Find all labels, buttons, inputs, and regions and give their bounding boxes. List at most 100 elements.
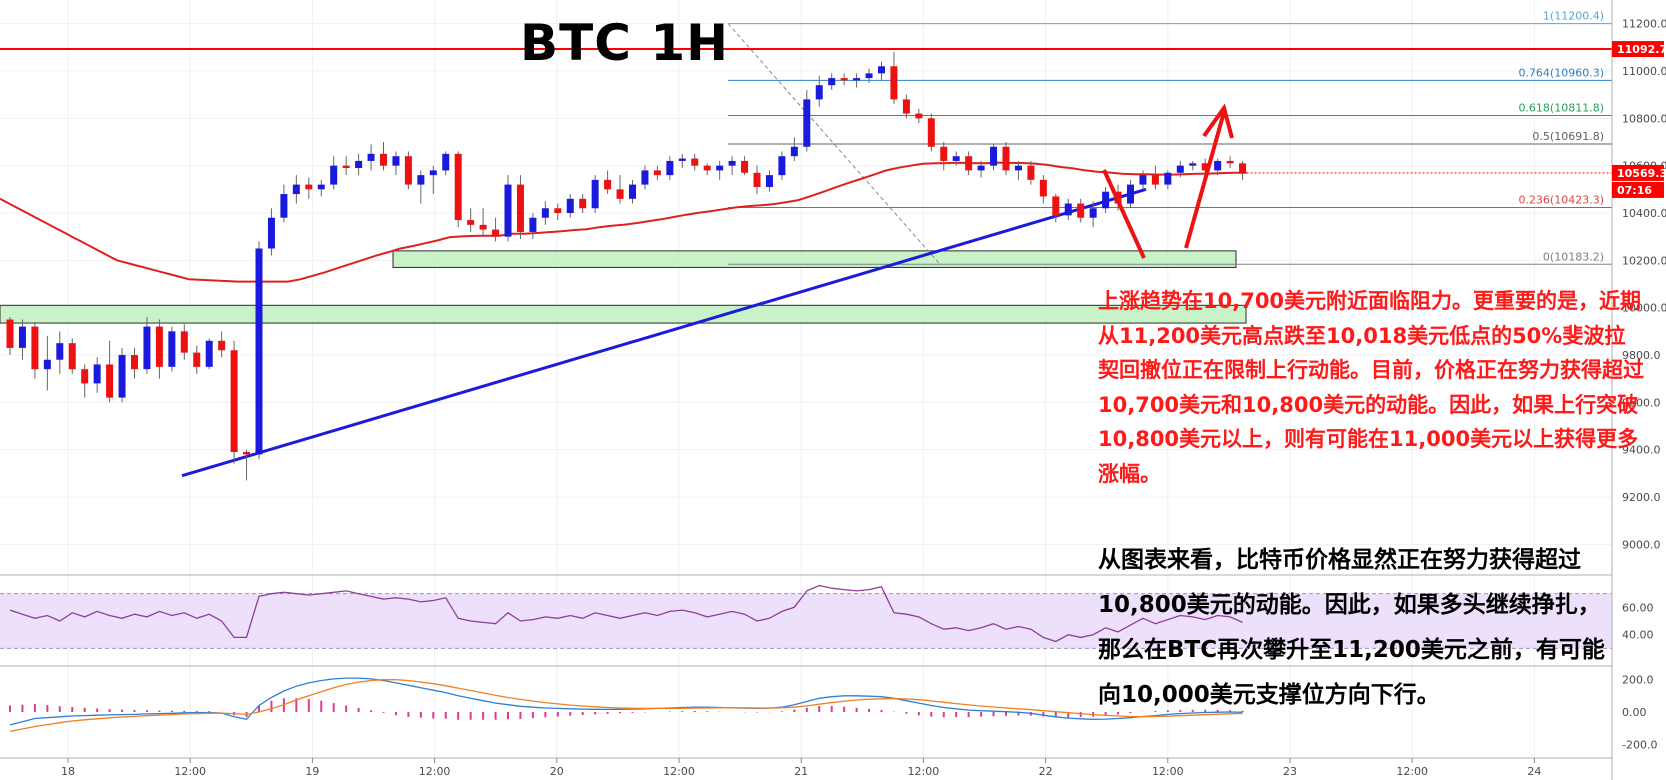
candle-body bbox=[778, 156, 786, 176]
candle-body bbox=[579, 198, 587, 209]
candle-body bbox=[940, 146, 948, 161]
price-tick-label: 11200.0 bbox=[1622, 18, 1666, 31]
candle-body bbox=[1127, 184, 1134, 204]
candle-body bbox=[828, 78, 836, 86]
price-tick-label: 9200.0 bbox=[1622, 491, 1661, 504]
rsi-band bbox=[0, 593, 1612, 649]
trendline-layer[interactable] bbox=[181, 187, 1147, 478]
candle-body bbox=[1164, 172, 1172, 185]
candle-body bbox=[990, 146, 998, 166]
candle-body bbox=[6, 319, 14, 348]
candle-body bbox=[1239, 163, 1247, 174]
price-tick-label: 10400.0 bbox=[1622, 207, 1666, 220]
time-tick-label: 12:00 bbox=[663, 765, 695, 778]
candle-body bbox=[442, 153, 450, 171]
candle-body bbox=[629, 184, 636, 199]
fib-level-label: 0.618(10811.8) bbox=[1518, 102, 1604, 115]
candle-body bbox=[168, 331, 176, 367]
candle-body bbox=[81, 369, 89, 384]
ascending-trendline bbox=[181, 187, 1147, 478]
fibonacci-retracement[interactable]: 1(11200.4) 0.764(10960.3) 0.618(10811.8) 0.… bbox=[727, 10, 1612, 265]
candle-body bbox=[952, 156, 960, 161]
moving-average-layer bbox=[0, 161, 1247, 283]
time-tick-label: 23 bbox=[1283, 765, 1297, 778]
candle-body bbox=[143, 326, 151, 370]
price-tick-label: 11000.0 bbox=[1622, 65, 1666, 78]
time-tick-label: 24 bbox=[1527, 765, 1541, 778]
support-zone bbox=[392, 250, 1237, 268]
candle-body bbox=[977, 165, 985, 171]
candle-body bbox=[865, 73, 873, 79]
candle-body bbox=[1214, 160, 1222, 171]
candle-body bbox=[815, 85, 823, 100]
price-tick-label: 9600.0 bbox=[1622, 396, 1661, 409]
candle-body bbox=[1189, 163, 1197, 166]
macd-tick-label: 0.00 bbox=[1622, 706, 1647, 719]
time-tick-label: 18 bbox=[61, 765, 75, 778]
fib-level-label: 0.236(10423.3) bbox=[1518, 193, 1604, 206]
macd-pane bbox=[9, 677, 1244, 733]
candle-body bbox=[131, 355, 138, 370]
down-projection-arrow bbox=[1102, 169, 1146, 259]
time-tick-label: 12:00 bbox=[1396, 765, 1428, 778]
candle-body bbox=[803, 99, 811, 147]
candle-body bbox=[566, 198, 574, 213]
time-tick-label: 22 bbox=[1039, 765, 1053, 778]
price-tick-label: 9400.0 bbox=[1622, 444, 1661, 457]
rsi-tick-label: 60.00 bbox=[1622, 601, 1654, 614]
analysis-note-red: 上涨趋势在10,700美元附近面临阻力。更重要的是，近期从11,200美元高点跌… bbox=[1098, 284, 1646, 491]
time-tick-label: 20 bbox=[550, 765, 564, 778]
candle-body bbox=[342, 165, 350, 169]
candle-body bbox=[267, 217, 275, 249]
candle-body bbox=[280, 194, 288, 218]
time-tick-label: 12:00 bbox=[174, 765, 206, 778]
candle-body bbox=[106, 364, 114, 398]
candle-body bbox=[380, 153, 387, 166]
time-tick-label: 12:00 bbox=[908, 765, 940, 778]
rsi-pane bbox=[0, 584, 1612, 649]
candle-body bbox=[765, 175, 773, 187]
candle-body bbox=[243, 452, 251, 455]
candle-body bbox=[1064, 203, 1072, 216]
price-tick-label: 9000.0 bbox=[1622, 538, 1661, 551]
candle-body bbox=[218, 340, 226, 351]
candle-body bbox=[355, 160, 363, 169]
candle-body bbox=[1102, 191, 1110, 209]
candle-body bbox=[927, 118, 935, 147]
time-tick-label: 21 bbox=[794, 765, 808, 778]
analysis-red-text: 上涨趋势在10,700美元附近面临阻力。更重要的是，近期从11,200美元高点跌… bbox=[1098, 289, 1644, 486]
candle-body bbox=[678, 158, 686, 161]
candle-body bbox=[653, 170, 661, 176]
projection-arrows bbox=[1102, 103, 1234, 259]
candle-body bbox=[31, 326, 39, 370]
candle-body bbox=[504, 184, 512, 237]
candle-body bbox=[118, 355, 126, 398]
candle-body bbox=[529, 217, 537, 232]
candle-body bbox=[1176, 165, 1184, 173]
candle-body bbox=[965, 156, 973, 171]
candle-body bbox=[193, 352, 201, 367]
candle-body bbox=[741, 160, 749, 173]
candle-body bbox=[666, 160, 674, 176]
candle-body bbox=[902, 99, 910, 114]
time-tick-label: 12:00 bbox=[419, 765, 451, 778]
current-price-tag-bg bbox=[1612, 164, 1664, 181]
candle-body bbox=[479, 224, 487, 230]
candle-body bbox=[840, 78, 848, 81]
rsi-tick-label: 40.00 bbox=[1622, 629, 1654, 642]
candlestick-series bbox=[6, 52, 1247, 481]
candle-body bbox=[541, 208, 549, 218]
candle-body bbox=[554, 208, 562, 213]
candle-body bbox=[1089, 208, 1097, 218]
candle-body bbox=[516, 184, 524, 232]
candle-body bbox=[305, 184, 313, 190]
candle-body bbox=[404, 156, 412, 185]
candle-body bbox=[255, 248, 263, 455]
analysis-note-black: 从图表来看，比特币价格显然正在努力获得超过10,800美元的动能。因此，如果多头… bbox=[1098, 538, 1608, 718]
candle-body bbox=[492, 229, 500, 237]
countdown-tag: 07:16 bbox=[1617, 184, 1652, 197]
candle-body bbox=[853, 78, 861, 81]
price-lines bbox=[0, 48, 1612, 174]
candle-body bbox=[878, 66, 885, 74]
